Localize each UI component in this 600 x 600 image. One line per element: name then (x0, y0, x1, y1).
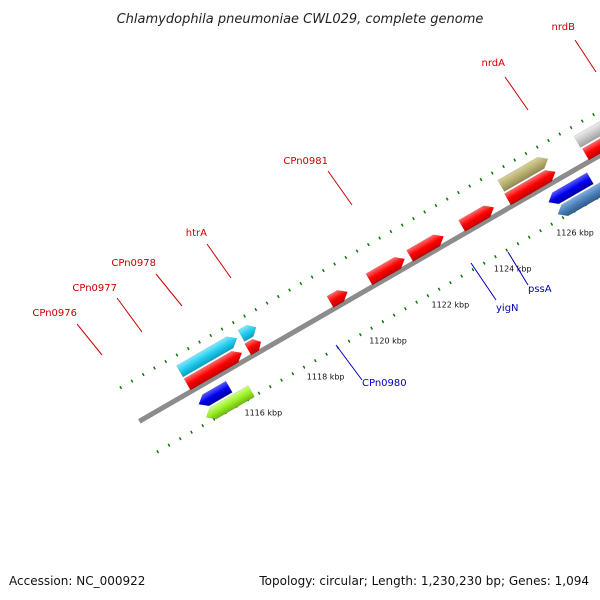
gene-label-pssa[interactable]: pssA (528, 284, 552, 295)
label-leader-line (507, 251, 529, 286)
gene-label-cpn0976[interactable]: CPn0976 (32, 308, 77, 319)
forward-gene-arrow-icon[interactable] (365, 253, 408, 286)
gene-label-nrda[interactable]: nrdA (482, 58, 506, 69)
label-leader-line (470, 262, 497, 301)
forward-gene-arrow-icon[interactable] (406, 231, 447, 262)
map-title: Chlamydophila pneumoniae CWL029, complet… (117, 12, 484, 27)
label-leader-line (206, 243, 232, 279)
gene-label-htra[interactable]: htrA (186, 228, 207, 239)
gene-label-nrdb[interactable]: nrdB (552, 22, 576, 33)
gene-label-cpn0980[interactable]: CPn0980 (362, 378, 407, 389)
label-leader-line (76, 323, 103, 356)
forward-gene-arrow-icon[interactable] (581, 91, 600, 161)
label-leader-line (335, 344, 363, 381)
label-leader-line (155, 273, 183, 307)
reverse-gene-arrow-icon[interactable] (196, 380, 233, 410)
genome-summary-text: Topology: circular; Length: 1,230,230 bp… (259, 574, 589, 588)
label-leader-line (116, 297, 143, 333)
scale-label: 1118 kbp (307, 372, 345, 381)
forward-gene-arrow-icon[interactable] (244, 336, 264, 356)
forward-gene-arrow-icon[interactable] (504, 166, 558, 206)
reverse-gene-arrow-icon[interactable] (545, 172, 594, 208)
label-leader-line (504, 76, 529, 111)
accession-text: Accession: NC_000922 (9, 574, 146, 588)
forward-gene-arrow-icon[interactable] (237, 322, 259, 342)
forward-gene-arrow-icon[interactable] (176, 333, 241, 378)
scale-label: 1120 kbp (369, 336, 407, 345)
forward-gene-arrow-icon[interactable] (326, 286, 351, 308)
label-leader-line (327, 170, 353, 206)
gene-label-cpn0977[interactable]: CPn0977 (72, 283, 117, 294)
forward-gene-arrow-icon[interactable] (573, 78, 600, 148)
gene-label-cpn0981[interactable]: CPn0981 (283, 156, 328, 167)
scale-label: 1122 kbp (432, 300, 470, 309)
gene-label-cpn0978[interactable]: CPn0978 (111, 258, 156, 269)
gene-label-yign[interactable]: yigN (496, 303, 519, 314)
forward-gene-arrow-icon[interactable] (458, 202, 498, 232)
scale-ticks-forward (119, 0, 600, 390)
reverse-gene-arrow-icon[interactable] (203, 385, 255, 423)
scale-label: 1126 kbp (556, 228, 594, 237)
forward-gene-arrow-icon[interactable] (183, 347, 245, 391)
genome-backbone (138, 0, 600, 424)
scale-label: 1124 kbp (494, 264, 532, 273)
scale-label: 1116 kbp (245, 408, 283, 417)
reverse-gene-arrow-icon[interactable] (555, 180, 600, 220)
forward-gene-arrow-icon[interactable] (497, 153, 551, 192)
label-leader-line (574, 39, 597, 73)
